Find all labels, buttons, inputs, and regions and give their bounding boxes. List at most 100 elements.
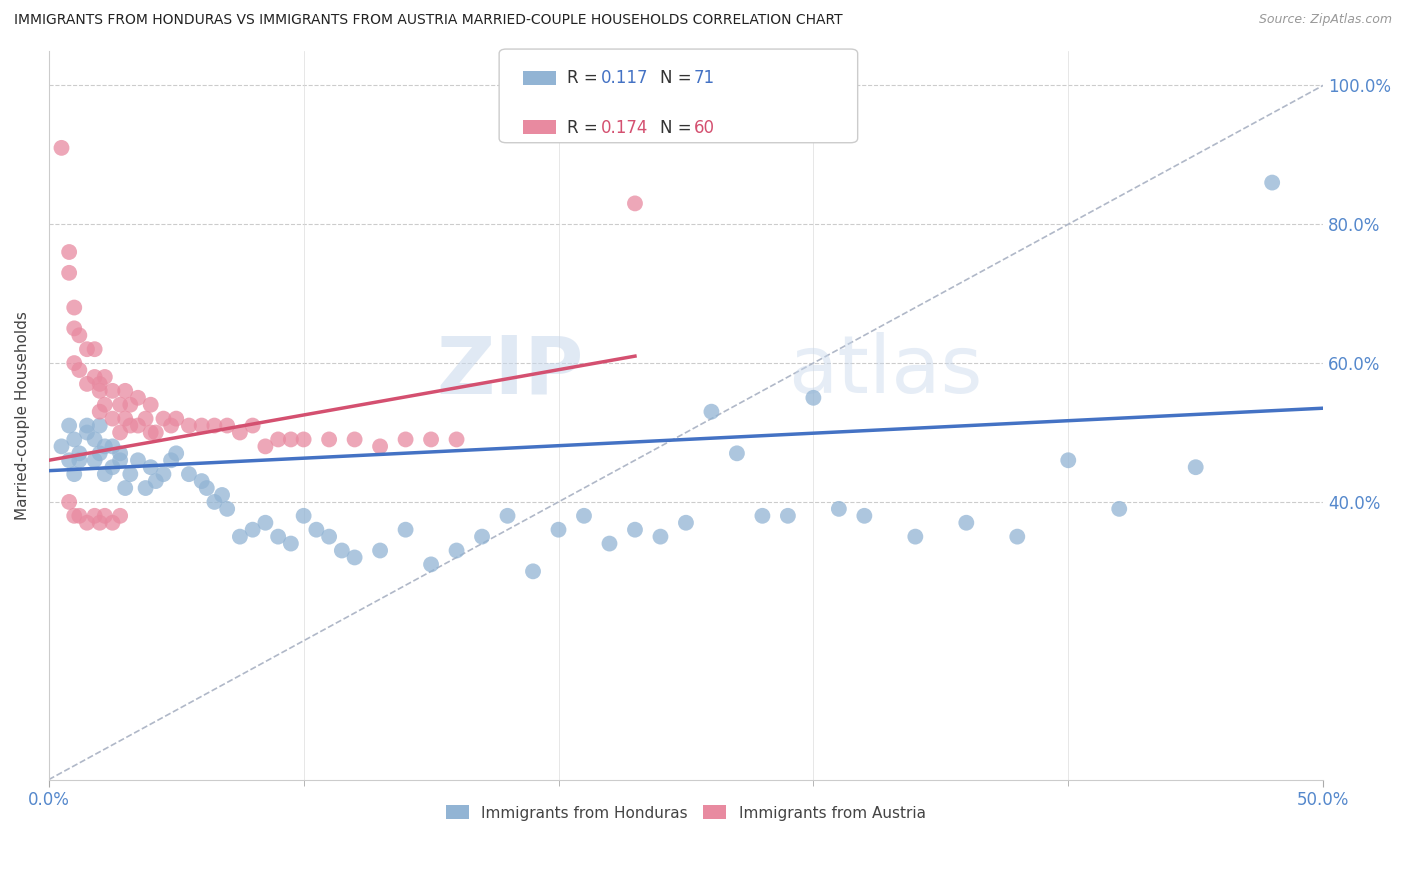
Text: IMMIGRANTS FROM HONDURAS VS IMMIGRANTS FROM AUSTRIA MARRIED-COUPLE HOUSEHOLDS CO: IMMIGRANTS FROM HONDURAS VS IMMIGRANTS F… bbox=[14, 13, 842, 28]
Text: R =: R = bbox=[567, 70, 603, 87]
Point bbox=[751, 508, 773, 523]
Point bbox=[598, 536, 620, 550]
Point bbox=[89, 405, 111, 419]
Point bbox=[83, 508, 105, 523]
Point bbox=[114, 411, 136, 425]
Point bbox=[76, 418, 98, 433]
Point bbox=[101, 384, 124, 398]
Point bbox=[127, 391, 149, 405]
Point bbox=[368, 439, 391, 453]
Point bbox=[828, 501, 851, 516]
Point bbox=[63, 433, 86, 447]
Point bbox=[242, 418, 264, 433]
Point bbox=[318, 530, 340, 544]
Point bbox=[446, 543, 468, 558]
Point bbox=[368, 543, 391, 558]
Point bbox=[254, 516, 277, 530]
Point bbox=[267, 530, 290, 544]
Point bbox=[63, 508, 86, 523]
Point bbox=[280, 536, 302, 550]
Point bbox=[165, 446, 187, 460]
Point bbox=[63, 356, 86, 370]
Text: 60: 60 bbox=[693, 119, 714, 136]
Text: ZIP: ZIP bbox=[437, 333, 583, 410]
Point bbox=[63, 467, 86, 482]
Point bbox=[522, 565, 544, 579]
Point bbox=[547, 523, 569, 537]
Point bbox=[67, 453, 90, 467]
Point bbox=[76, 516, 98, 530]
Point bbox=[114, 481, 136, 495]
Point bbox=[101, 516, 124, 530]
Point bbox=[1261, 176, 1284, 190]
Point bbox=[496, 508, 519, 523]
Point bbox=[135, 481, 157, 495]
Point bbox=[145, 425, 167, 440]
Point bbox=[94, 398, 117, 412]
Point bbox=[89, 376, 111, 391]
Point bbox=[58, 245, 80, 260]
Point bbox=[292, 433, 315, 447]
Point bbox=[1108, 501, 1130, 516]
Point bbox=[63, 301, 86, 315]
Point bbox=[67, 363, 90, 377]
Point bbox=[177, 418, 200, 433]
Point bbox=[190, 474, 212, 488]
Point bbox=[139, 460, 162, 475]
Point bbox=[51, 141, 73, 155]
Point bbox=[394, 523, 416, 537]
Point bbox=[229, 425, 252, 440]
Point bbox=[67, 446, 90, 460]
Point bbox=[1007, 530, 1029, 544]
Point bbox=[120, 398, 142, 412]
Point bbox=[204, 418, 226, 433]
Point bbox=[51, 439, 73, 453]
Point bbox=[394, 433, 416, 447]
Point bbox=[624, 196, 647, 211]
Point bbox=[139, 398, 162, 412]
Point bbox=[242, 523, 264, 537]
Point bbox=[89, 384, 111, 398]
Point bbox=[229, 530, 252, 544]
Point bbox=[101, 411, 124, 425]
Point bbox=[76, 376, 98, 391]
Point bbox=[108, 398, 131, 412]
Point bbox=[572, 508, 595, 523]
Point bbox=[305, 523, 328, 537]
Point bbox=[89, 418, 111, 433]
Point bbox=[165, 411, 187, 425]
Text: atlas: atlas bbox=[787, 333, 983, 410]
Legend: Immigrants from Honduras, Immigrants from Austria: Immigrants from Honduras, Immigrants fro… bbox=[440, 799, 932, 827]
Point bbox=[145, 474, 167, 488]
Text: N =: N = bbox=[659, 70, 697, 87]
Point bbox=[853, 508, 876, 523]
Point bbox=[58, 453, 80, 467]
Point bbox=[803, 391, 825, 405]
Point bbox=[725, 446, 748, 460]
Point bbox=[139, 425, 162, 440]
Point bbox=[904, 530, 927, 544]
Point bbox=[114, 384, 136, 398]
Point bbox=[217, 501, 239, 516]
Point bbox=[83, 342, 105, 356]
Point bbox=[211, 488, 233, 502]
Point bbox=[108, 508, 131, 523]
Point bbox=[94, 508, 117, 523]
Point bbox=[108, 425, 131, 440]
Point bbox=[267, 433, 290, 447]
Point bbox=[675, 516, 697, 530]
Point bbox=[152, 467, 174, 482]
Point bbox=[135, 411, 157, 425]
Point bbox=[76, 425, 98, 440]
Point bbox=[76, 342, 98, 356]
Text: 0.117: 0.117 bbox=[600, 70, 648, 87]
Point bbox=[471, 530, 494, 544]
Point bbox=[1057, 453, 1080, 467]
Point bbox=[94, 370, 117, 384]
Point bbox=[108, 453, 131, 467]
Point bbox=[58, 418, 80, 433]
Point bbox=[217, 418, 239, 433]
Point bbox=[624, 523, 647, 537]
Point bbox=[83, 370, 105, 384]
Point bbox=[120, 418, 142, 433]
